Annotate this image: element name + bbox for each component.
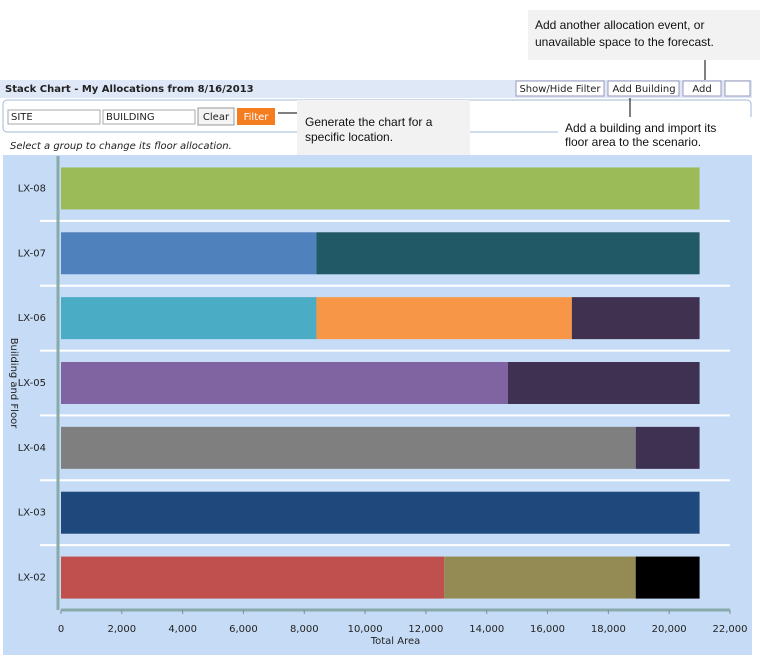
callout-box xyxy=(297,100,470,158)
bar-segment xyxy=(61,362,509,404)
site-input[interactable] xyxy=(7,109,101,125)
callout-filter: Generate the chart for a specific locati… xyxy=(278,100,470,158)
input-placeholder: BUILDING xyxy=(106,112,155,123)
callout-text: Add another allocation event, or xyxy=(535,18,704,32)
button-label[interactable]: Add Building xyxy=(612,84,675,95)
y-tick-label: LX-07 xyxy=(18,248,46,259)
x-tick-label: 12,000 xyxy=(408,624,443,635)
callout-box xyxy=(528,10,760,60)
bar-segment xyxy=(316,297,572,340)
page-title: Stack Chart - My Allocations from 8/16/2… xyxy=(5,84,254,95)
bar-segment xyxy=(61,232,317,275)
bar-segment xyxy=(61,426,636,469)
button[interactable] xyxy=(515,80,605,97)
callout-text: specific location. xyxy=(305,130,393,144)
bar-segment xyxy=(316,232,700,275)
x-tick-label: 2,000 xyxy=(107,624,136,635)
y-tick-label: LX-05 xyxy=(18,378,46,389)
input-placeholder: SITE xyxy=(11,112,33,123)
bar-segment xyxy=(444,556,636,599)
bar-segment xyxy=(61,167,700,210)
x-tick-label: 14,000 xyxy=(469,624,504,635)
callout-text: Add a building and import its xyxy=(565,121,716,135)
building-input[interactable] xyxy=(102,109,196,125)
x-axis-label: Total Area xyxy=(370,636,421,647)
y-tick-label: LX-06 xyxy=(18,313,46,324)
y-axis-label: Building and Floor xyxy=(8,338,19,430)
callout-text: Generate the chart for a xyxy=(305,115,433,129)
bar-segment xyxy=(61,491,700,534)
bar-segment xyxy=(635,426,700,469)
filter-button[interactable] xyxy=(237,108,275,125)
button-label[interactable]: Clear xyxy=(203,112,230,123)
x-tick-label: 16,000 xyxy=(530,624,565,635)
x-tick-label: 6,000 xyxy=(229,624,258,635)
x-tick-label: 0 xyxy=(58,624,64,635)
x-tick-label: 20,000 xyxy=(652,624,687,635)
y-tick-label: LX-02 xyxy=(18,573,46,584)
plot: LX-08 LX-07 LX-06 LX-05 LX-04 LX-03 LX-02 0 2,00… xyxy=(18,156,748,647)
callout-text: unavailable space to the forecast. xyxy=(535,35,714,49)
callout-text: floor area to the scenario. xyxy=(565,135,701,149)
hint: Select a group to change its floor alloc… xyxy=(10,141,232,152)
x-tick-label: 4,000 xyxy=(168,624,197,635)
bar-segment xyxy=(61,297,317,340)
x-tick-label: 10,000 xyxy=(348,624,383,635)
button-label[interactable]: Show/Hide Filter xyxy=(519,84,601,95)
x-tick-label: 8,000 xyxy=(290,624,319,635)
button-label[interactable]: Filter xyxy=(244,112,270,123)
button[interactable] xyxy=(682,80,722,97)
bar-segment xyxy=(635,556,700,599)
bar-segment xyxy=(571,297,700,340)
y-tick-label: LX-04 xyxy=(18,443,46,454)
clear-button[interactable] xyxy=(197,107,235,126)
callout-box xyxy=(558,117,752,152)
y-tick-label: LX-03 xyxy=(18,508,46,519)
bar-segment xyxy=(61,556,445,599)
button[interactable] xyxy=(607,80,680,97)
button-label[interactable]: Add xyxy=(692,84,711,95)
callout-add: Add another allocation event, or unavail… xyxy=(528,10,760,80)
toolbar: Show/Hide Filter Add Building Add xyxy=(515,80,751,97)
bar-segment xyxy=(508,362,700,404)
x-tick-label: 22,000 xyxy=(713,624,748,635)
export-button[interactable] xyxy=(724,80,751,97)
callout-building: Add a building and import its floor area… xyxy=(558,98,752,152)
x-tick-label: 18,000 xyxy=(591,624,626,635)
y-tick-label: LX-08 xyxy=(18,183,46,194)
